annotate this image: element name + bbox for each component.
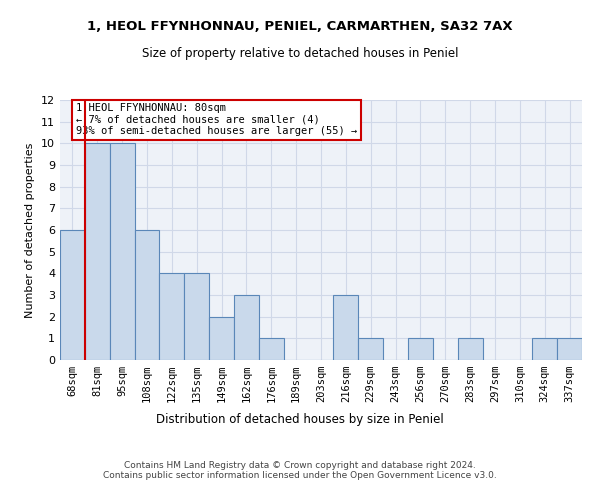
Text: 1 HEOL FFYNHONNAU: 80sqm
← 7% of detached houses are smaller (4)
93% of semi-det: 1 HEOL FFYNHONNAU: 80sqm ← 7% of detache… — [76, 104, 357, 136]
Bar — [110, 144, 134, 360]
Bar — [557, 338, 582, 360]
Bar — [358, 338, 383, 360]
Bar — [334, 295, 358, 360]
Bar — [458, 338, 482, 360]
Text: Contains HM Land Registry data © Crown copyright and database right 2024.
Contai: Contains HM Land Registry data © Crown c… — [103, 460, 497, 480]
Bar — [160, 274, 184, 360]
Bar — [532, 338, 557, 360]
Bar — [234, 295, 259, 360]
Text: 1, HEOL FFYNHONNAU, PENIEL, CARMARTHEN, SA32 7AX: 1, HEOL FFYNHONNAU, PENIEL, CARMARTHEN, … — [87, 20, 513, 33]
Bar — [209, 316, 234, 360]
Bar — [184, 274, 209, 360]
Bar — [85, 144, 110, 360]
Text: Distribution of detached houses by size in Peniel: Distribution of detached houses by size … — [156, 412, 444, 426]
Bar — [408, 338, 433, 360]
Y-axis label: Number of detached properties: Number of detached properties — [25, 142, 35, 318]
Bar — [134, 230, 160, 360]
Bar — [60, 230, 85, 360]
Bar — [259, 338, 284, 360]
Text: Size of property relative to detached houses in Peniel: Size of property relative to detached ho… — [142, 48, 458, 60]
